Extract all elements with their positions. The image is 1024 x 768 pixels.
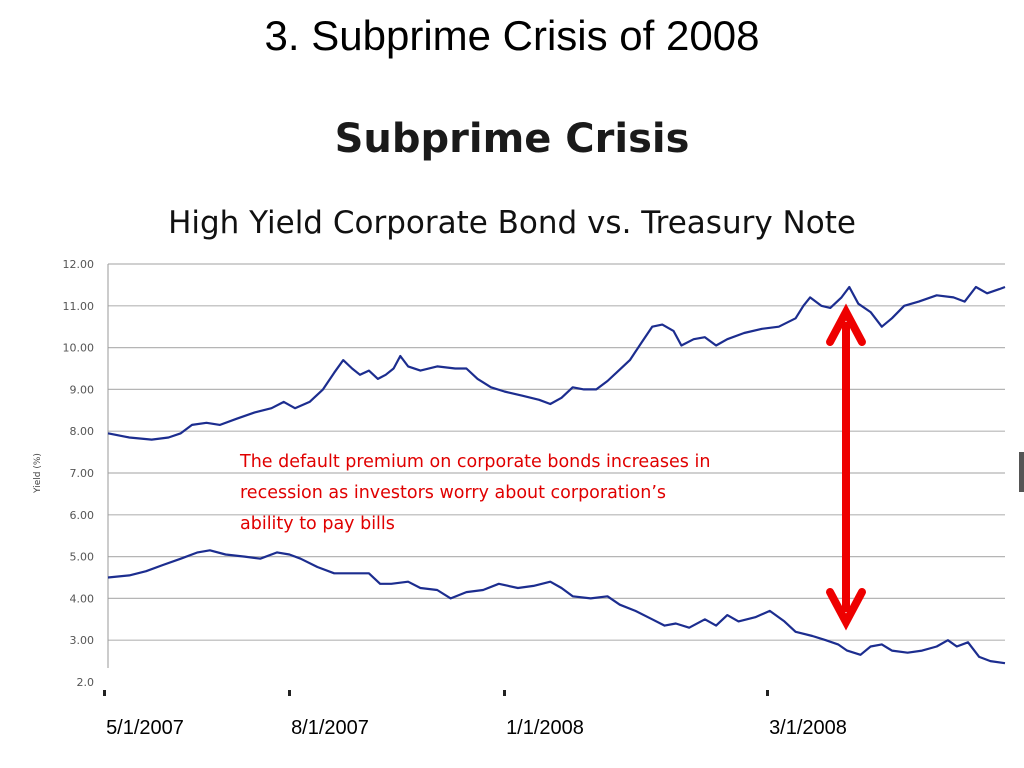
x-tick-mark <box>103 690 106 696</box>
y-axis-label: Yield (%) <box>33 453 43 494</box>
y-tick-label: 2.0 <box>77 676 95 689</box>
arrow-head-down <box>826 588 866 631</box>
slide-title: 3. Subprime Crisis of 2008 <box>264 12 760 59</box>
y-tick-label: 4.00 <box>70 592 95 605</box>
y-tick-label: 6.00 <box>70 509 95 522</box>
y-tick-label: 12.00 <box>63 258 95 271</box>
x-tick-mark <box>766 690 769 696</box>
x-tick-mark <box>503 690 506 696</box>
x-date-label: 3/1/2008 <box>769 717 847 739</box>
x-date-label: 5/1/2007 <box>106 717 184 739</box>
note-line-2: recession as investors worry about corpo… <box>240 483 666 503</box>
x-date-labels: 5/1/2007 8/1/2007 1/1/2008 3/1/2008 <box>103 690 847 739</box>
chart-subtitle: High Yield Corporate Bond vs. Treasury N… <box>168 205 856 241</box>
y-tick-label: 9.00 <box>70 383 95 396</box>
chart-title: Subprime Crisis <box>334 116 690 162</box>
y-tick-label: 11.00 <box>63 300 95 313</box>
slide-edge-marker <box>1019 452 1024 492</box>
y-tick-label: 10.00 <box>63 342 95 355</box>
x-tick-mark <box>288 690 291 696</box>
chart-grid <box>108 263 1005 641</box>
y-tick-label: 5.00 <box>70 551 95 564</box>
y-tick-labels: 12.00 11.00 10.00 9.00 8.00 7.00 6.00 5.00 4.00 3… <box>63 258 95 689</box>
series-lines <box>107 285 1006 665</box>
x-date-label: 8/1/2007 <box>291 717 369 739</box>
default-premium-arrow <box>826 303 866 631</box>
note-line-1: The default premium on corporate bonds i… <box>240 452 711 472</box>
x-date-label: 1/1/2008 <box>506 717 584 739</box>
y-tick-label: 8.00 <box>70 425 95 438</box>
series-line-1 <box>107 285 1006 441</box>
default-premium-note: The default premium on corporate bonds i… <box>240 447 810 540</box>
series-line-2 <box>107 549 1006 665</box>
y-tick-label: 3.00 <box>70 634 95 647</box>
note-line-3: ability to pay bills <box>240 514 395 534</box>
y-tick-label: 7.00 <box>70 467 95 480</box>
arrow-head-up <box>826 303 866 346</box>
